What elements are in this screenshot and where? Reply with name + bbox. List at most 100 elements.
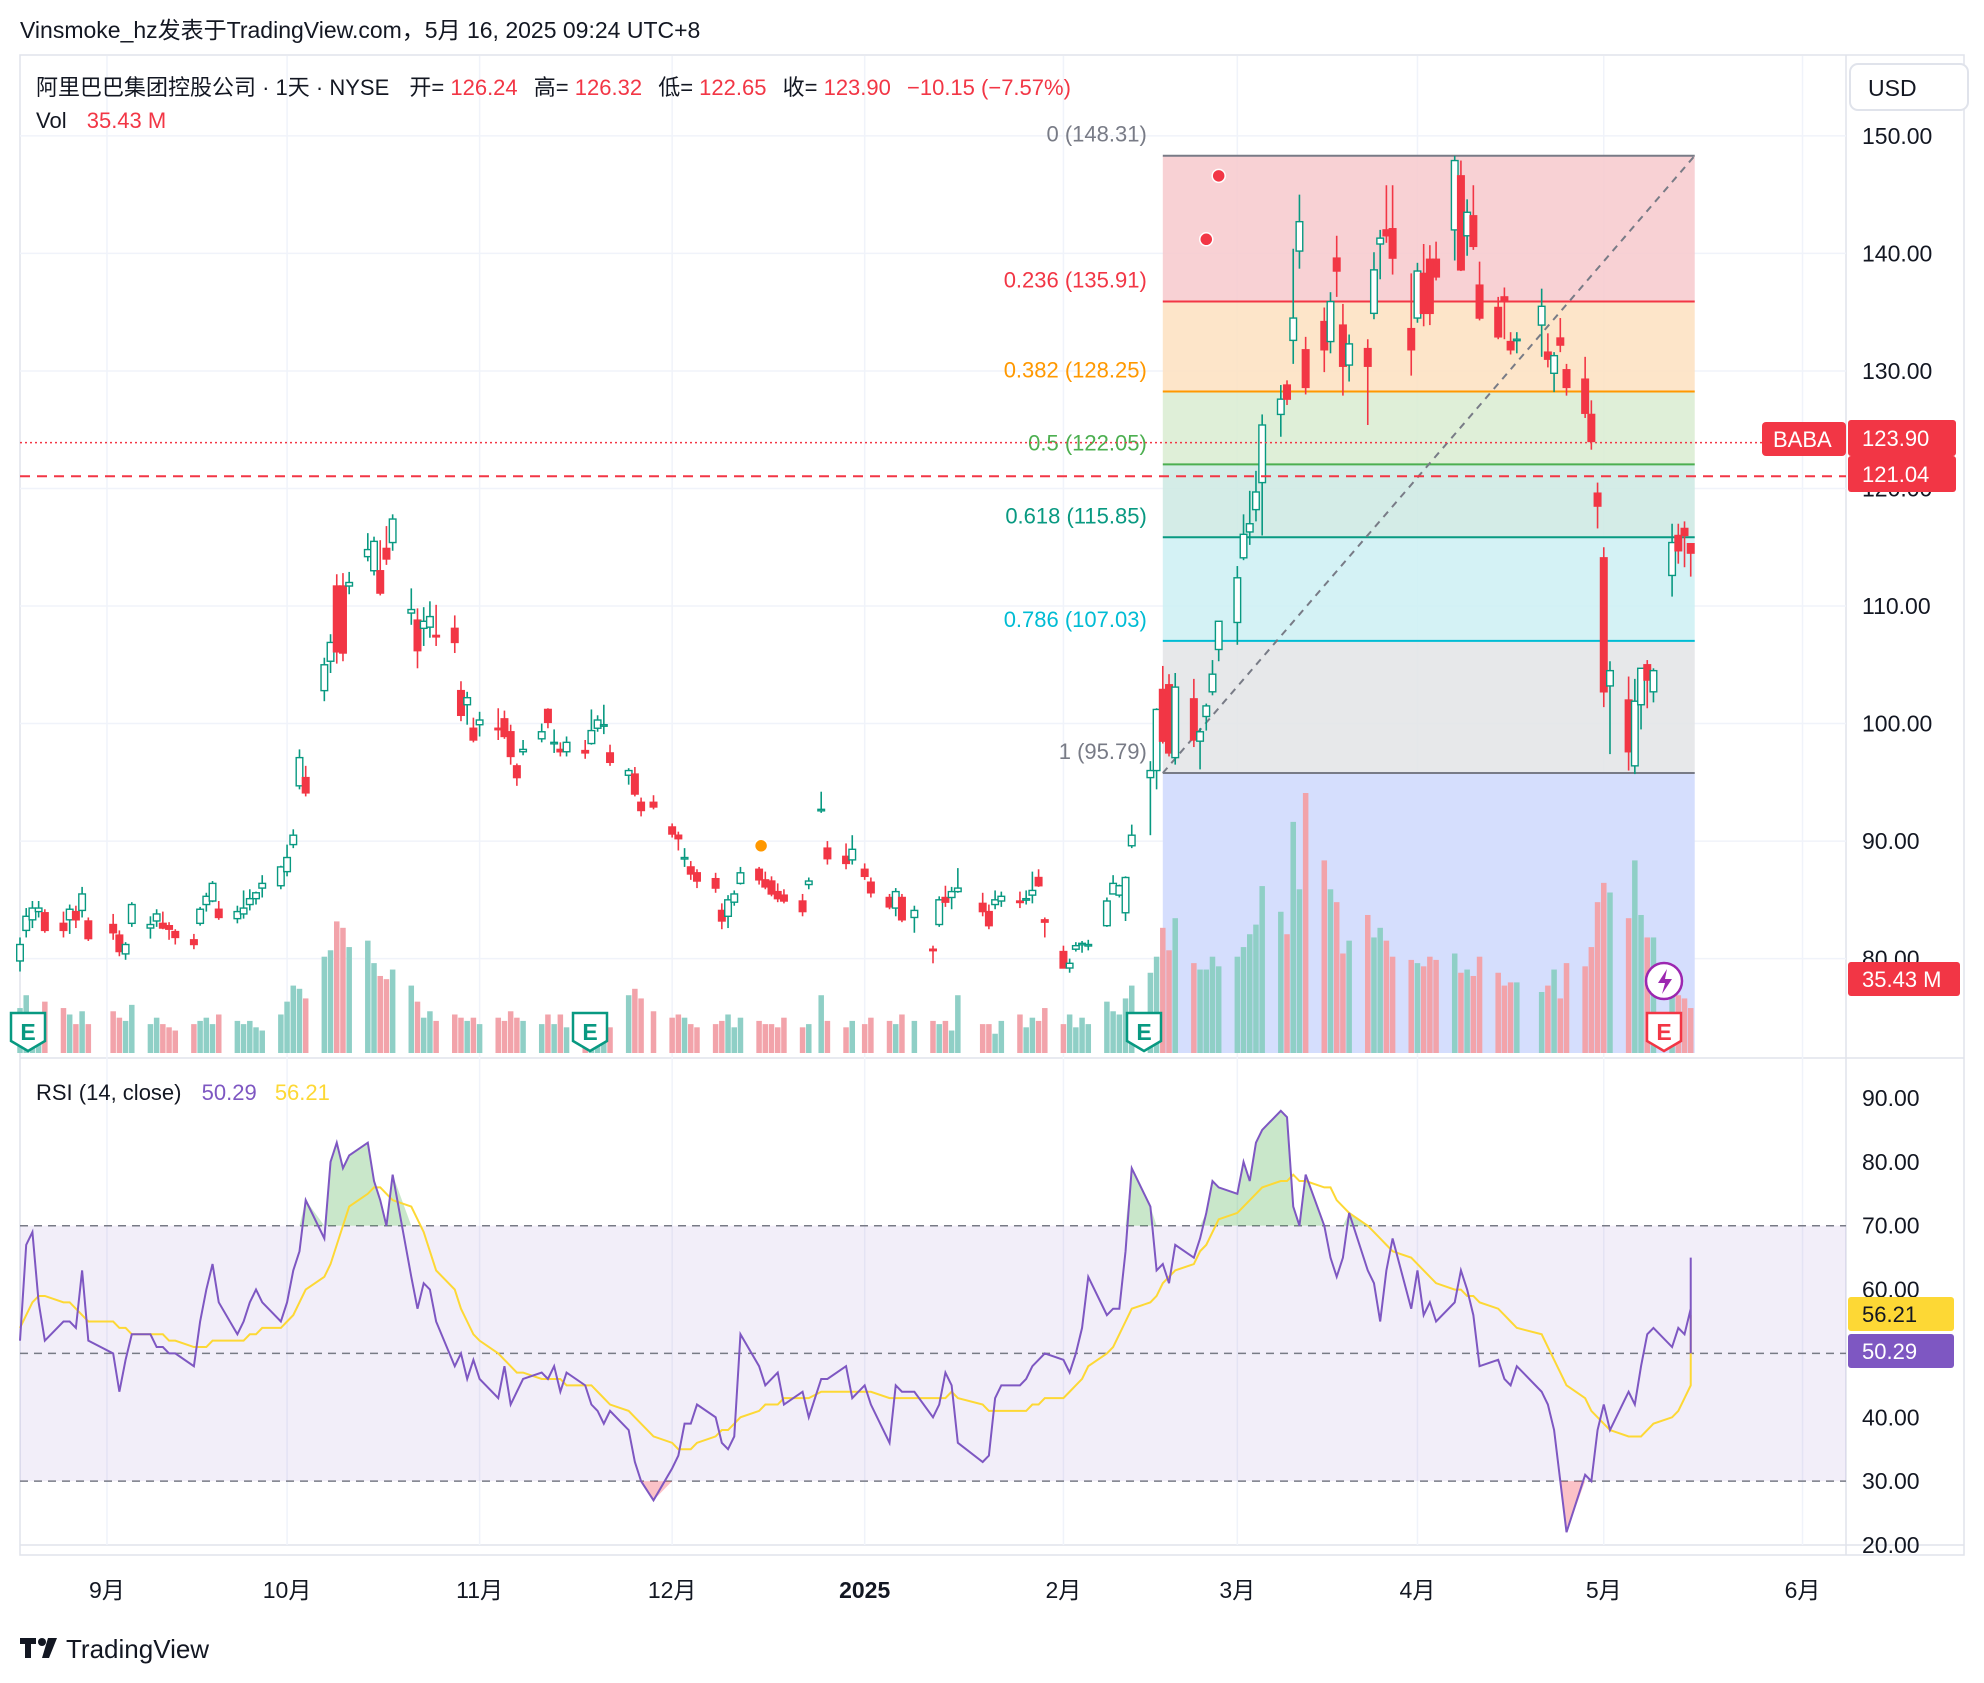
volume-bar <box>1383 940 1390 1053</box>
volume-bar <box>371 963 377 1053</box>
tradingview-logo-icon <box>20 1638 36 1658</box>
volume-bar <box>1278 911 1284 1053</box>
rsi-ma-badge: 56.21 <box>1848 1297 1954 1331</box>
close-value: 123.90 <box>824 75 891 100</box>
volume-bar <box>899 1014 905 1053</box>
candle-body <box>823 847 832 860</box>
tradingview-logo[interactable]: TradingView <box>20 1634 209 1664</box>
candle-body <box>115 934 124 953</box>
time-tick-label: 5月 <box>1586 1577 1622 1603</box>
candle-body <box>953 887 962 893</box>
volume-bar <box>1197 969 1203 1053</box>
candle-body <box>1251 491 1260 511</box>
volume-bar <box>1302 793 1309 1053</box>
time-tick-label: 4月 <box>1400 1577 1436 1603</box>
candle-body <box>121 943 130 955</box>
earnings-marker[interactable]: E <box>1125 1011 1163 1053</box>
high-label: 高= <box>534 75 569 100</box>
candle-body <box>1295 220 1304 252</box>
fib-level-label: 1 (95.79) <box>1059 739 1147 764</box>
candle-body <box>978 902 987 913</box>
volume-bar <box>389 969 396 1053</box>
candle-body <box>1550 354 1559 374</box>
candle-body <box>543 708 552 724</box>
candle-body <box>320 664 329 692</box>
volume-bar <box>768 1024 775 1053</box>
candle-body <box>233 910 242 920</box>
candle-body <box>295 756 304 787</box>
time-tick-label: 2025 <box>839 1577 890 1603</box>
price-tick-label: 150.00 <box>1862 123 1932 149</box>
volume-bar <box>1327 889 1334 1053</box>
time-tick-label: 3月 <box>1219 1577 1255 1603</box>
rsi-tick-label: 20.00 <box>1862 1532 1920 1558</box>
candle-body <box>1630 700 1639 767</box>
candle-body <box>1202 705 1211 718</box>
volume-bar <box>725 1014 731 1053</box>
candle-body <box>1388 228 1397 259</box>
candle-body <box>196 908 205 925</box>
volume-bar <box>321 956 328 1053</box>
volume-badge-label: 35.43 M <box>1862 967 1942 992</box>
volume-bar <box>1476 956 1483 1053</box>
volume-bar <box>1582 966 1588 1053</box>
volume-bar <box>197 1020 203 1053</box>
volume-bar <box>625 995 632 1053</box>
candle-body <box>848 848 857 861</box>
volume-bar <box>191 1024 197 1053</box>
candle-body <box>512 765 521 779</box>
candle-body <box>1028 889 1037 896</box>
volume-bar <box>1160 927 1166 1053</box>
candle-body <box>1258 424 1267 484</box>
volume-bar <box>712 1024 719 1053</box>
volume-bar <box>1321 860 1328 1053</box>
candle-body <box>16 943 25 962</box>
volume-bar <box>172 1030 179 1053</box>
volume-legend[interactable]: Vol 35.43 M <box>36 108 166 133</box>
earnings-marker-shape <box>571 1011 609 1053</box>
volume-bar <box>1389 956 1396 1053</box>
volume-bar <box>1433 959 1439 1053</box>
candle-body <box>59 922 68 932</box>
symbol-title[interactable]: 阿里巴巴集团控股公司 · 1天 · NYSE <box>36 75 389 100</box>
candle-body <box>947 890 956 899</box>
volume-bar <box>60 1008 67 1053</box>
volume-bar <box>247 1020 253 1053</box>
rsi-label: RSI (14, close) <box>36 1080 182 1105</box>
candle-body <box>711 877 720 889</box>
open-value: 126.24 <box>450 75 517 100</box>
volume-bar <box>377 975 383 1053</box>
volume-bar <box>936 1024 942 1053</box>
volume-bar <box>340 927 346 1053</box>
candle-body <box>1506 340 1515 351</box>
volume-bar <box>1371 937 1377 1053</box>
candle-body <box>674 834 683 840</box>
candle-body <box>817 808 826 812</box>
volume-bar <box>1514 982 1520 1053</box>
time-tick-label: 2月 <box>1046 1577 1082 1603</box>
currency-button[interactable]: USD <box>1849 63 1969 111</box>
rsi-legend[interactable]: RSI (14, close) 50.29 56.21 <box>36 1080 330 1105</box>
volume-bar <box>1284 934 1290 1053</box>
volume-bar <box>1203 969 1210 1053</box>
candle-body <box>1500 296 1509 303</box>
time-tick-label: 11月 <box>456 1577 503 1603</box>
ohlc-legend[interactable]: 阿里巴巴集团控股公司 · 1天 · NYSE 开= 126.24 高= 126.… <box>36 75 1071 100</box>
candle-body <box>1059 950 1068 969</box>
price-tick-label: 110.00 <box>1862 593 1931 619</box>
candle-body <box>78 893 87 912</box>
candle-body <box>1637 667 1646 706</box>
volume-bar <box>234 1020 241 1053</box>
earnings-marker[interactable]: E <box>571 1011 609 1053</box>
volume-bar <box>153 1017 160 1053</box>
earnings-marker[interactable]: E <box>1645 1011 1683 1053</box>
volume-bar <box>1253 924 1259 1053</box>
earnings-marker[interactable]: E <box>9 1011 47 1053</box>
rsi-overbought-fill <box>20 1110 1691 1226</box>
candle-body <box>189 939 198 946</box>
candle-body <box>84 920 93 940</box>
volume-bar <box>520 1020 526 1053</box>
volume-bar <box>1632 860 1638 1053</box>
volume-bar <box>551 1024 557 1053</box>
volume-bar <box>1507 982 1514 1053</box>
